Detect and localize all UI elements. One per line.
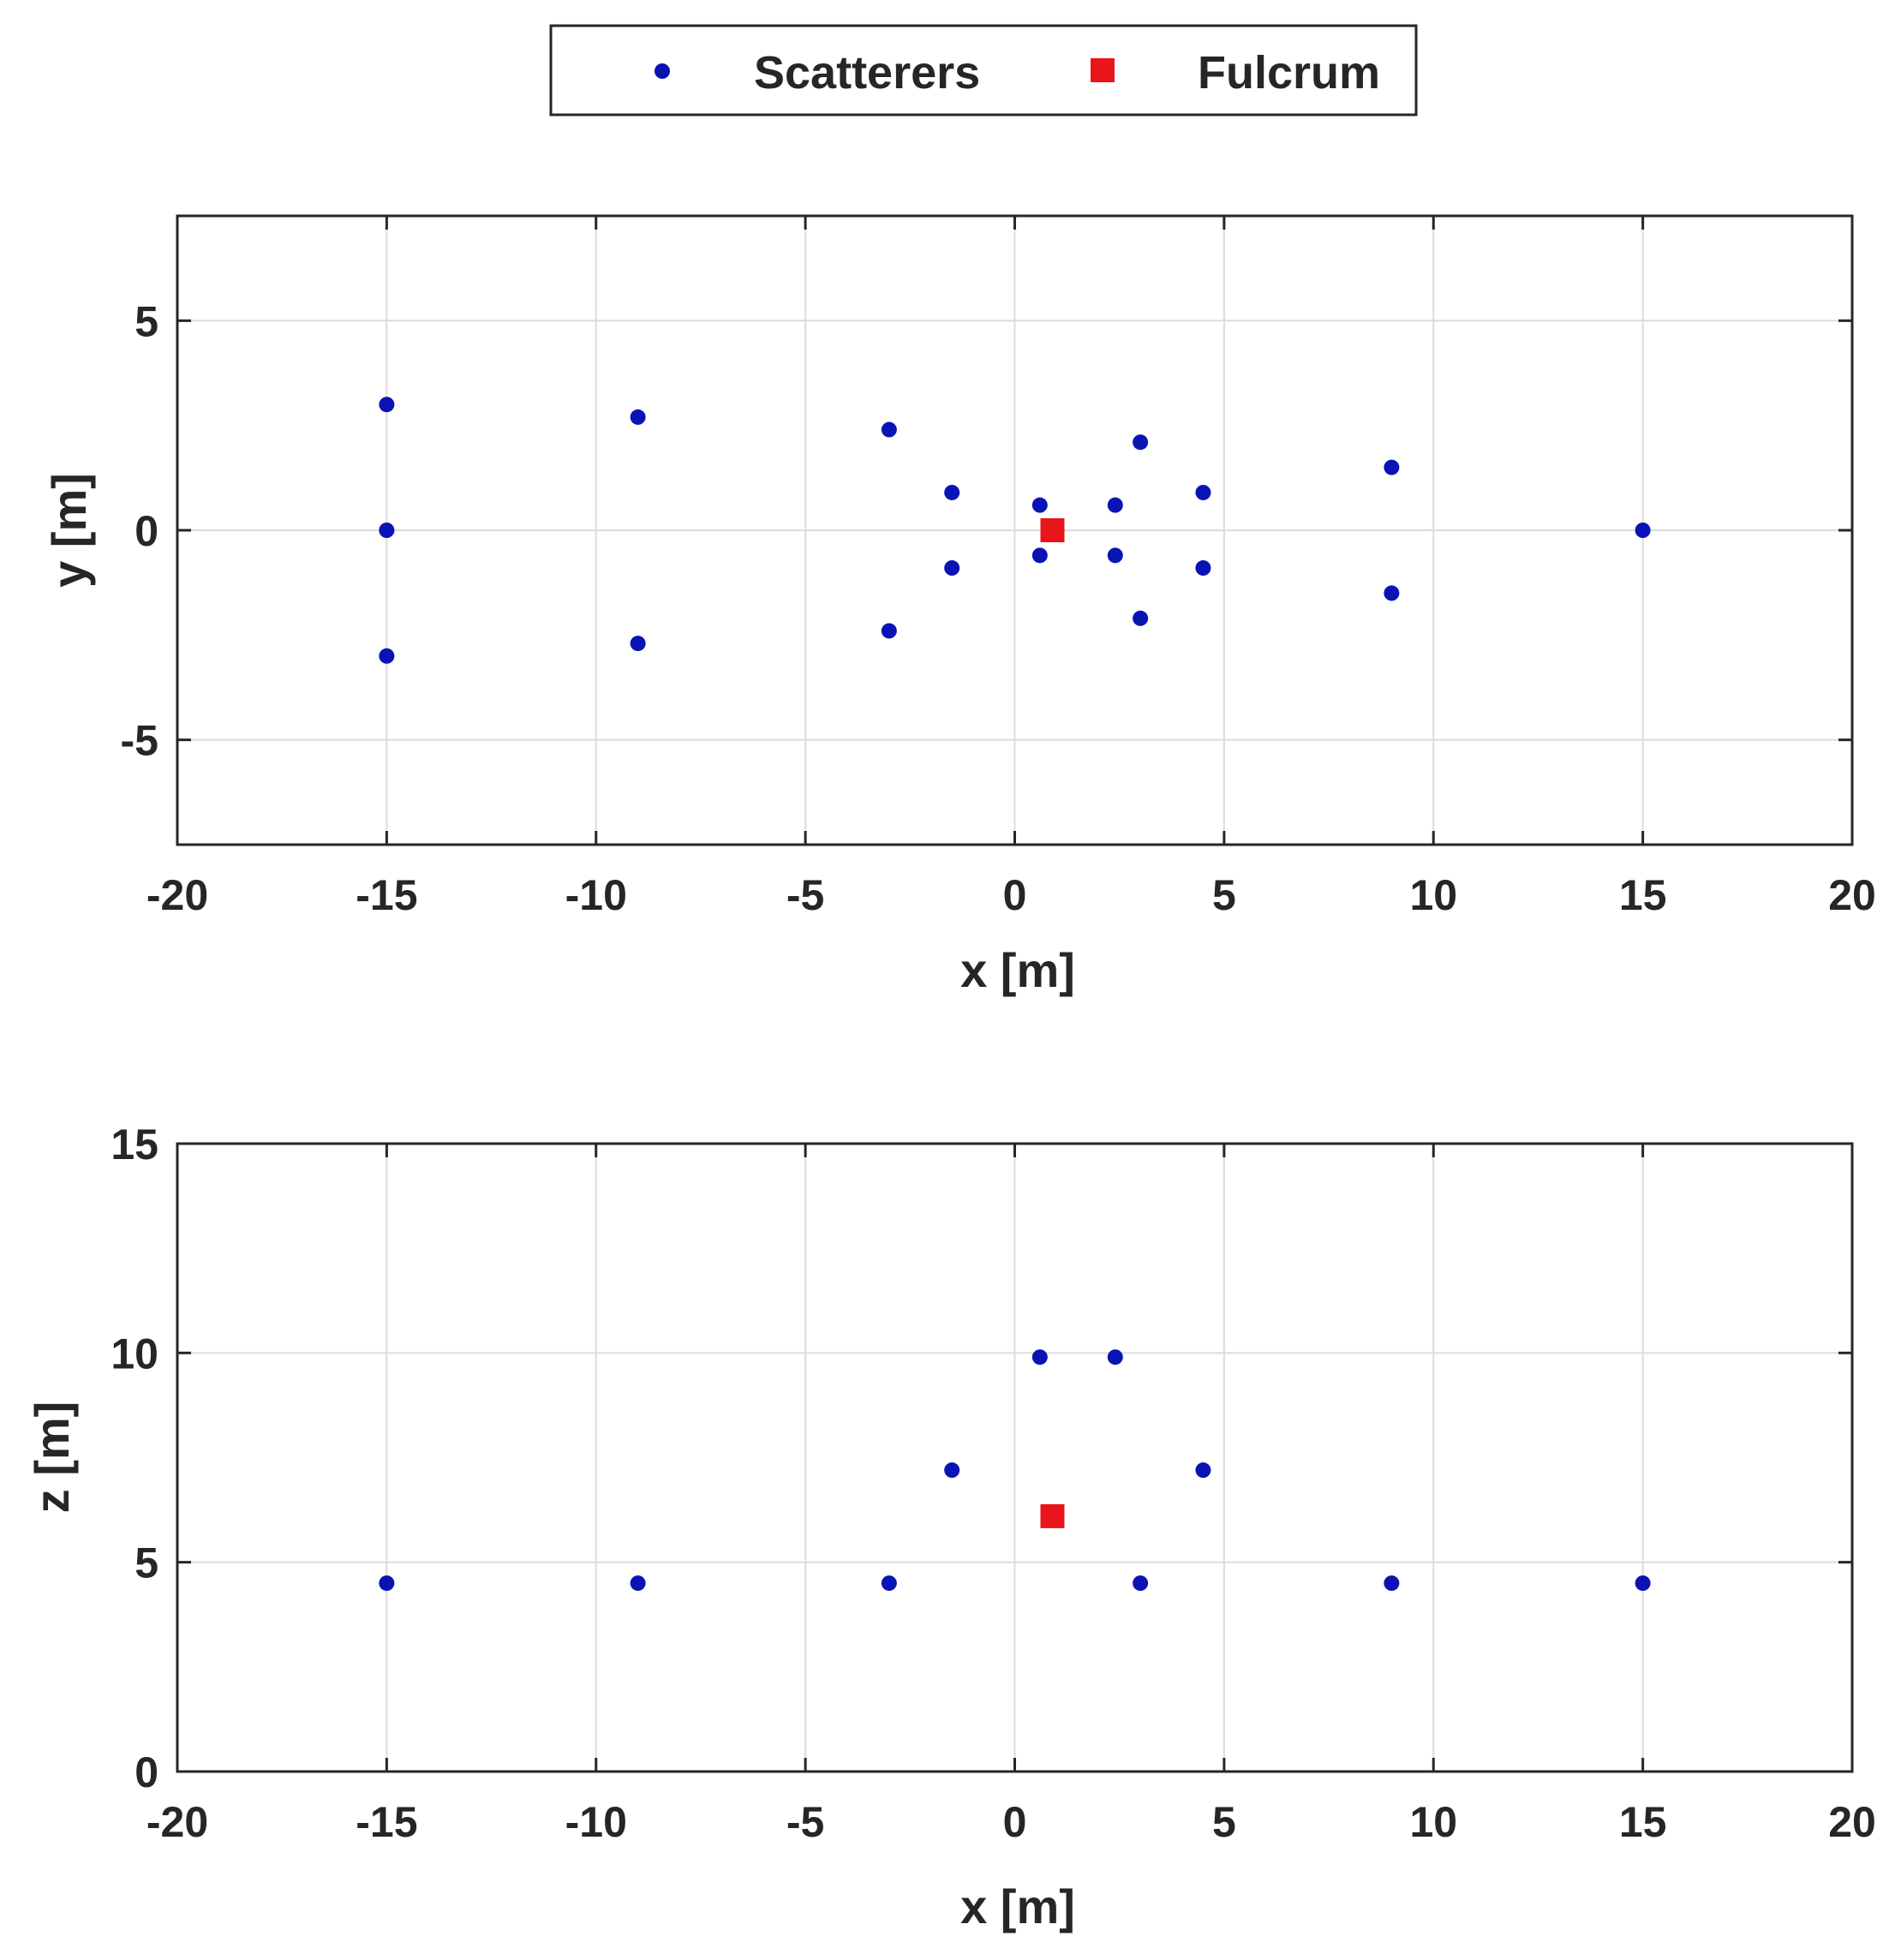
plot-xz-ytick-label: 0 (135, 1748, 158, 1796)
plot-xy-point-scatterers (881, 623, 897, 639)
plot-xy-xtick-label: -10 (565, 871, 627, 919)
plot-xz-point-fulcrum (1040, 1503, 1065, 1528)
plot-xz-xtick-label: 15 (1619, 1798, 1667, 1846)
legend: Scatterers Fulcrum (549, 24, 1418, 117)
plot-xy-ytick-label: 5 (135, 297, 158, 345)
plot-xz-ytick-label: 5 (135, 1539, 158, 1587)
plot-xy-ticks: -20 -15 -10 -5 0 5 10 15 20 -5 0 5 (121, 216, 1876, 919)
plot-xy-xtick-label: 15 (1619, 871, 1667, 919)
plot-xz-markers (379, 1349, 1651, 1592)
plot-xz-xtick-label: -10 (565, 1798, 627, 1846)
plot-xy-point-scatterers (1031, 547, 1048, 564)
plot-xy-point-scatterers (1107, 547, 1123, 564)
plot-xy-point-scatterers (1031, 497, 1048, 513)
plot-xy-point-scatterers (1195, 484, 1211, 500)
plot-xy-point-scatterers (1384, 459, 1400, 475)
legend-marker-fulcrum (1091, 58, 1115, 82)
plot-xy: -20 -15 -10 -5 0 5 10 15 20 -5 0 5 x [m] y [m] (42, 214, 1876, 997)
plot-xz-ytick-label: 15 (111, 1120, 158, 1168)
plot-xz-xtick-label: -20 (146, 1798, 208, 1846)
plot-xz-xtick-label: -5 (786, 1798, 824, 1846)
plot-xz-xtick-label: 10 (1409, 1798, 1457, 1846)
plot-xy-xtick-label: -5 (786, 871, 824, 919)
plot-xz-point-scatterers (944, 1462, 960, 1479)
plot-xz-xtick-label: 0 (1003, 1798, 1027, 1846)
plot-xz-point-scatterers (1635, 1575, 1651, 1592)
plot-xy-point-scatterers (1635, 523, 1651, 538)
plot-xz-point-scatterers (1031, 1349, 1048, 1365)
legend-marker-scatterers (655, 63, 670, 79)
plot-xz-xlabel: x [m] (960, 1879, 1075, 1933)
plot-xy-point-fulcrum (1040, 518, 1065, 542)
plot-xy-xtick-label: 5 (1212, 871, 1236, 919)
plot-xy-ylabel: y [m] (42, 473, 96, 588)
plot-xy-xtick-label: 20 (1828, 871, 1876, 919)
plot-xy-ytick-label: 0 (135, 507, 158, 555)
plot-xz-point-scatterers (1384, 1575, 1400, 1592)
plot-xz-point-scatterers (1107, 1349, 1123, 1365)
plot-xz-xtick-label: -15 (356, 1798, 417, 1846)
plot-xy-point-scatterers (1133, 610, 1149, 626)
plot-xz: -20 -15 -10 -5 0 5 10 15 20 0 5 10 15 x [m] z [m] (25, 1120, 1876, 1933)
plot-xy-markers (379, 397, 1651, 664)
plot-xy-grid (176, 216, 1853, 845)
plot-xy-point-scatterers (379, 648, 395, 664)
plot-xy-point-scatterers (944, 560, 960, 577)
plot-xy-xtick-label: -15 (356, 871, 417, 919)
plot-xy-point-scatterers (379, 523, 395, 538)
plot-xy-point-scatterers (379, 397, 395, 413)
plot-xy-point-scatterers (1107, 497, 1123, 513)
plot-xy-point-scatterers (1133, 434, 1149, 451)
legend-box (549, 24, 1418, 117)
plot-xy-point-scatterers (1195, 560, 1211, 577)
plot-xz-point-scatterers (1195, 1462, 1211, 1479)
plot-xy-xlabel: x [m] (960, 943, 1075, 997)
legend-label-fulcrum: Fulcrum (1198, 47, 1380, 99)
plot-xy-ytick-label: -5 (121, 717, 158, 765)
plot-xz-xtick-label: 5 (1212, 1798, 1236, 1846)
plot-xy-point-scatterers (881, 421, 897, 438)
plot-xz-point-scatterers (1133, 1575, 1149, 1592)
plot-xz-point-scatterers (630, 1575, 646, 1592)
plot-xy-xtick-label: 10 (1409, 871, 1457, 919)
plot-xz-grid (176, 1143, 1853, 1772)
plot-xz-ytick-label: 10 (111, 1330, 158, 1377)
plot-xz-point-scatterers (379, 1575, 395, 1592)
plot-xy-point-scatterers (630, 409, 646, 425)
plot-xy-xtick-label: -20 (146, 871, 208, 919)
plot-xz-ticks: -20 -15 -10 -5 0 5 10 15 20 0 5 10 15 (111, 1120, 1875, 1846)
plot-xz-xtick-label: 20 (1828, 1798, 1876, 1846)
plot-xz-point-scatterers (881, 1575, 897, 1592)
plot-xy-point-scatterers (1384, 585, 1400, 601)
legend-label-scatterers: Scatterers (754, 47, 980, 99)
plot-xy-point-scatterers (630, 636, 646, 652)
plot-xy-xtick-label: 0 (1003, 871, 1027, 919)
plot-xy-point-scatterers (944, 484, 960, 500)
plot-xz-ylabel: z [m] (25, 1401, 79, 1514)
